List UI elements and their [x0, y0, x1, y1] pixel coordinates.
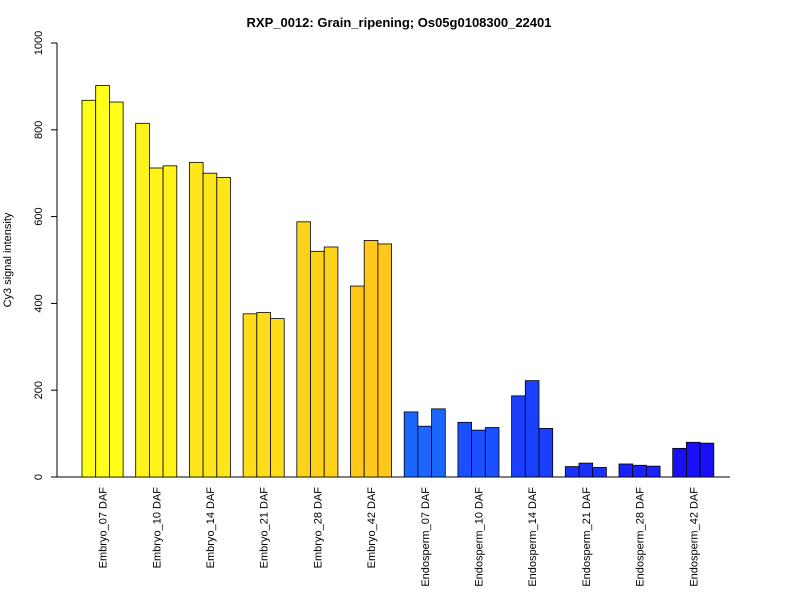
bar — [109, 101, 124, 478]
bar — [95, 85, 110, 478]
bar — [256, 312, 271, 478]
bar — [646, 465, 661, 478]
bar — [592, 467, 607, 478]
bar — [242, 313, 258, 478]
bar — [323, 246, 339, 478]
bar — [699, 442, 715, 478]
bar — [296, 221, 311, 478]
bar — [471, 429, 486, 478]
bar — [672, 447, 687, 478]
bar — [377, 243, 392, 478]
category-label: Embryo_14 DAF — [205, 487, 217, 569]
bar — [618, 463, 634, 478]
y-tick-label: 400 — [33, 294, 45, 312]
bar — [686, 441, 701, 478]
category-label: Embryo_07 DAF — [98, 487, 110, 569]
y-axis-label: Cy3 signal intensity — [2, 212, 14, 307]
y-tick-label: 200 — [33, 381, 45, 399]
category-label: Embryo_28 DAF — [312, 487, 324, 569]
category-labels: Embryo_07 DAF Embryo_10 DAF Embryo_14 DAF E… — [98, 487, 701, 587]
y-tick-label: 0 — [33, 474, 45, 480]
bar — [188, 161, 204, 478]
y-tick-label: 800 — [33, 121, 45, 139]
bar — [202, 172, 218, 478]
y-axis-ticks: 0 200 400 600 800 1000 — [33, 31, 57, 480]
bar — [270, 318, 285, 478]
category-label: Endosperm_07 DAF — [420, 487, 432, 587]
category-label: Embryo_10 DAF — [151, 487, 163, 569]
y-tick-label: 600 — [33, 207, 45, 225]
y-tick-label: 1000 — [33, 31, 45, 55]
bar — [162, 165, 178, 478]
bar — [511, 395, 526, 478]
category-label: Embryo_42 DAF — [366, 487, 378, 569]
bar — [310, 250, 325, 478]
chart-title: RXP_0012: Grain_ripening; Os05g0108300_2… — [247, 15, 552, 30]
bar — [417, 425, 432, 478]
bar — [363, 240, 379, 478]
bar — [431, 408, 446, 478]
bar — [632, 464, 647, 478]
bar — [135, 122, 150, 478]
bar — [484, 427, 500, 478]
category-label: Endosperm_42 DAF — [688, 487, 700, 587]
bar — [81, 99, 97, 478]
bar — [538, 427, 554, 478]
bar — [216, 177, 231, 478]
category-label: Embryo_21 DAF — [259, 487, 271, 569]
bar — [524, 380, 540, 478]
category-label: Endosperm_14 DAF — [527, 487, 539, 587]
bar — [457, 421, 472, 478]
category-label: Endosperm_21 DAF — [581, 487, 593, 587]
bar — [564, 466, 580, 478]
category-label: Endosperm_10 DAF — [473, 487, 485, 587]
bar — [578, 462, 594, 478]
bar — [148, 167, 164, 478]
bar — [350, 285, 365, 478]
bar-group — [81, 85, 715, 478]
bar — [403, 411, 419, 478]
category-label: Endosperm_28 DAF — [635, 487, 647, 587]
